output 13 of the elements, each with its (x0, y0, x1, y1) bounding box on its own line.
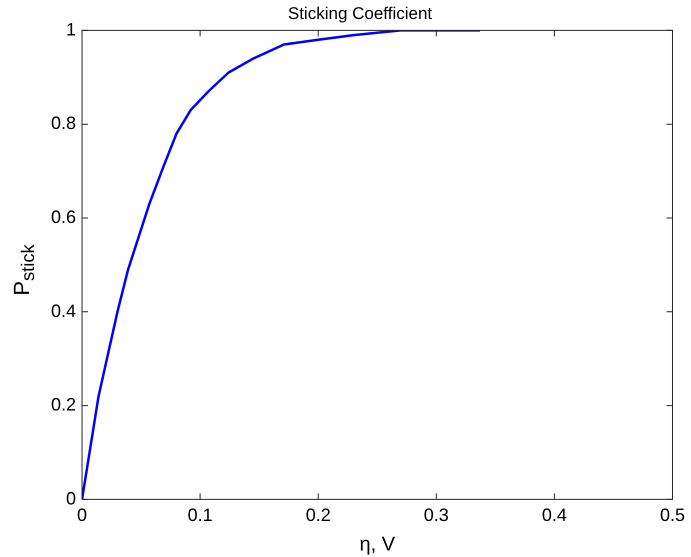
x-tick-label: 0.4 (542, 505, 567, 526)
y-tick-label: 1 (66, 19, 76, 40)
x-tick-label: 0.2 (306, 505, 331, 526)
x-tick-label: 0.1 (188, 505, 213, 526)
y-tick-label: 0.2 (50, 394, 76, 415)
chart-title: Sticking Coefficient (288, 4, 432, 23)
y-tick-label: 0.8 (50, 113, 76, 134)
y-tick-label: 0.4 (50, 300, 76, 321)
x-tick-label: 0.5 (660, 505, 686, 526)
x-axis-title: η, V (359, 534, 396, 556)
y-tick-label: 0 (66, 488, 76, 508)
y-tick-label: 0.6 (50, 206, 76, 227)
x-tick-label: 0.3 (424, 505, 449, 526)
